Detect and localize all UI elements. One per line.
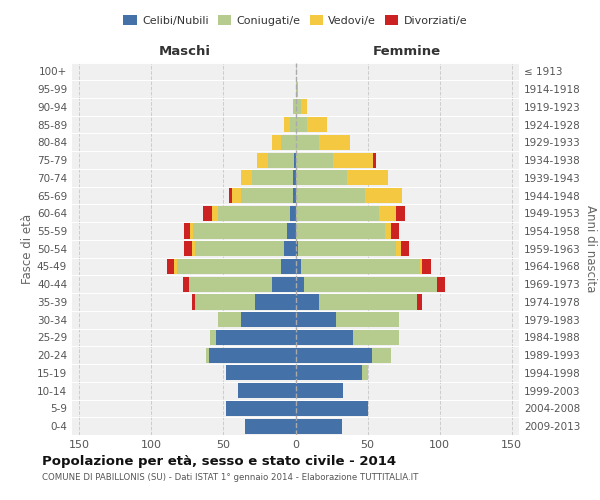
Bar <box>226 366 296 380</box>
Bar <box>319 135 350 150</box>
Bar <box>206 348 209 362</box>
Bar <box>296 241 298 256</box>
Bar <box>294 152 296 168</box>
Bar <box>296 188 365 203</box>
Bar <box>373 152 376 168</box>
Bar <box>419 259 422 274</box>
Bar <box>416 294 422 310</box>
Bar <box>229 188 232 203</box>
Bar <box>391 224 400 238</box>
Bar <box>293 170 296 186</box>
Bar <box>287 224 296 238</box>
Bar <box>268 152 294 168</box>
Bar <box>296 366 362 380</box>
Bar <box>193 224 287 238</box>
Bar <box>211 330 216 345</box>
Bar <box>191 294 194 310</box>
Bar <box>296 224 385 238</box>
Bar <box>301 259 419 274</box>
Bar <box>397 241 401 256</box>
Bar <box>175 259 177 274</box>
Bar <box>296 383 343 398</box>
Bar <box>397 206 405 221</box>
Bar <box>296 401 368 416</box>
Bar <box>362 366 368 380</box>
Bar <box>281 259 296 274</box>
Bar <box>290 206 296 221</box>
Bar <box>437 276 445 292</box>
Text: Femmine: Femmine <box>373 45 440 58</box>
Bar <box>167 259 175 274</box>
Bar <box>372 348 391 362</box>
Bar <box>257 152 268 168</box>
Bar <box>209 348 296 362</box>
Bar <box>218 206 290 221</box>
Bar <box>241 312 296 327</box>
Bar <box>298 241 397 256</box>
Bar <box>347 170 388 186</box>
Bar <box>184 241 191 256</box>
Bar <box>177 259 281 274</box>
Bar <box>238 383 296 398</box>
Bar <box>252 170 293 186</box>
Bar <box>296 152 333 168</box>
Bar <box>296 259 301 274</box>
Bar <box>241 170 252 186</box>
Bar <box>296 418 341 434</box>
Bar <box>422 259 431 274</box>
Bar <box>401 241 409 256</box>
Bar <box>218 312 241 327</box>
Bar <box>296 312 336 327</box>
Bar <box>307 117 327 132</box>
Bar <box>293 100 296 114</box>
Bar <box>296 117 307 132</box>
Bar <box>216 330 296 345</box>
Bar <box>365 188 402 203</box>
Bar <box>272 276 296 292</box>
Bar <box>183 276 189 292</box>
Text: COMUNE DI PABILLONIS (SU) - Dati ISTAT 1° gennaio 2014 - Elaborazione TUTTITALIA: COMUNE DI PABILLONIS (SU) - Dati ISTAT 1… <box>42 472 418 482</box>
Bar <box>353 330 400 345</box>
Bar <box>189 276 272 292</box>
Bar <box>296 276 304 292</box>
Bar <box>203 206 212 221</box>
Y-axis label: Fasce di età: Fasce di età <box>21 214 34 284</box>
Bar <box>241 188 293 203</box>
Bar <box>379 206 397 221</box>
Bar <box>296 135 319 150</box>
Bar <box>284 241 296 256</box>
Bar <box>284 117 290 132</box>
Legend: Celibi/Nubili, Coniugati/e, Vedovi/e, Divorziati/e: Celibi/Nubili, Coniugati/e, Vedovi/e, Di… <box>119 10 472 30</box>
Bar <box>319 294 416 310</box>
Bar <box>296 170 347 186</box>
Bar <box>296 100 301 114</box>
Bar <box>290 117 296 132</box>
Bar <box>385 224 391 238</box>
Bar <box>304 276 437 292</box>
Bar <box>296 330 353 345</box>
Bar <box>272 135 281 150</box>
Bar <box>194 294 255 310</box>
Bar <box>296 206 379 221</box>
Bar <box>184 224 190 238</box>
Bar <box>296 294 319 310</box>
Bar <box>245 418 296 434</box>
Text: Popolazione per età, sesso e stato civile - 2014: Popolazione per età, sesso e stato civil… <box>42 455 396 468</box>
Y-axis label: Anni di nascita: Anni di nascita <box>584 205 597 292</box>
Bar <box>226 401 296 416</box>
Bar <box>293 188 296 203</box>
Bar <box>281 135 296 150</box>
Bar <box>212 206 218 221</box>
Bar <box>255 294 296 310</box>
Bar <box>336 312 400 327</box>
Bar <box>190 224 193 238</box>
Bar <box>194 241 284 256</box>
Bar <box>333 152 373 168</box>
Bar <box>191 241 194 256</box>
Bar <box>296 82 298 96</box>
Text: Maschi: Maschi <box>158 45 211 58</box>
Bar <box>301 100 307 114</box>
Bar <box>232 188 241 203</box>
Bar <box>296 348 372 362</box>
